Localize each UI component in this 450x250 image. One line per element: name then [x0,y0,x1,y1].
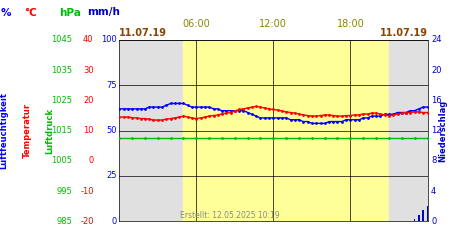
Bar [422,210,424,221]
Text: 1045: 1045 [51,36,72,44]
Text: Luftdruck: Luftdruck [45,108,54,154]
Text: 4: 4 [431,186,436,196]
Bar [119,40,183,221]
Text: 11.07.19: 11.07.19 [379,28,427,38]
Text: Temperatur: Temperatur [22,103,32,158]
Text: 25: 25 [107,172,117,180]
Text: 06:00: 06:00 [182,19,210,29]
Text: %: % [1,8,12,18]
Text: 12: 12 [431,126,441,135]
Bar [414,219,415,221]
Text: 16: 16 [431,96,442,105]
Text: °C: °C [24,8,37,18]
Text: 20: 20 [431,66,441,75]
Text: 8: 8 [431,156,436,165]
Text: 30: 30 [83,66,94,75]
Text: Niederschlag: Niederschlag [439,100,448,162]
Text: 1015: 1015 [51,126,72,135]
Text: Erstellt: 12.05.2025 10:19: Erstellt: 12.05.2025 10:19 [180,211,280,220]
Text: 995: 995 [56,186,72,196]
Text: 18:00: 18:00 [337,19,365,29]
Text: 985: 985 [56,217,72,226]
Text: 1035: 1035 [51,66,72,75]
Bar [427,206,428,221]
Text: -10: -10 [80,186,94,196]
Text: 1025: 1025 [51,96,72,105]
Text: 11.07.19: 11.07.19 [119,28,167,38]
Bar [418,215,420,221]
Text: 1005: 1005 [51,156,72,165]
Text: hPa: hPa [59,8,81,18]
Text: 12:00: 12:00 [260,19,287,29]
Text: mm/h: mm/h [87,8,120,18]
Bar [183,40,389,221]
Text: 100: 100 [101,36,117,44]
Text: 75: 75 [106,81,117,90]
Text: -20: -20 [80,217,94,226]
Text: 40: 40 [83,36,94,44]
Bar [389,40,428,221]
Text: Luftfeuchtigkeit: Luftfeuchtigkeit [0,92,8,169]
Text: 0: 0 [88,156,94,165]
Text: 0: 0 [431,217,436,226]
Text: 10: 10 [83,126,94,135]
Text: 20: 20 [83,96,94,105]
Text: 24: 24 [431,36,441,44]
Text: 0: 0 [112,217,117,226]
Text: 50: 50 [107,126,117,135]
